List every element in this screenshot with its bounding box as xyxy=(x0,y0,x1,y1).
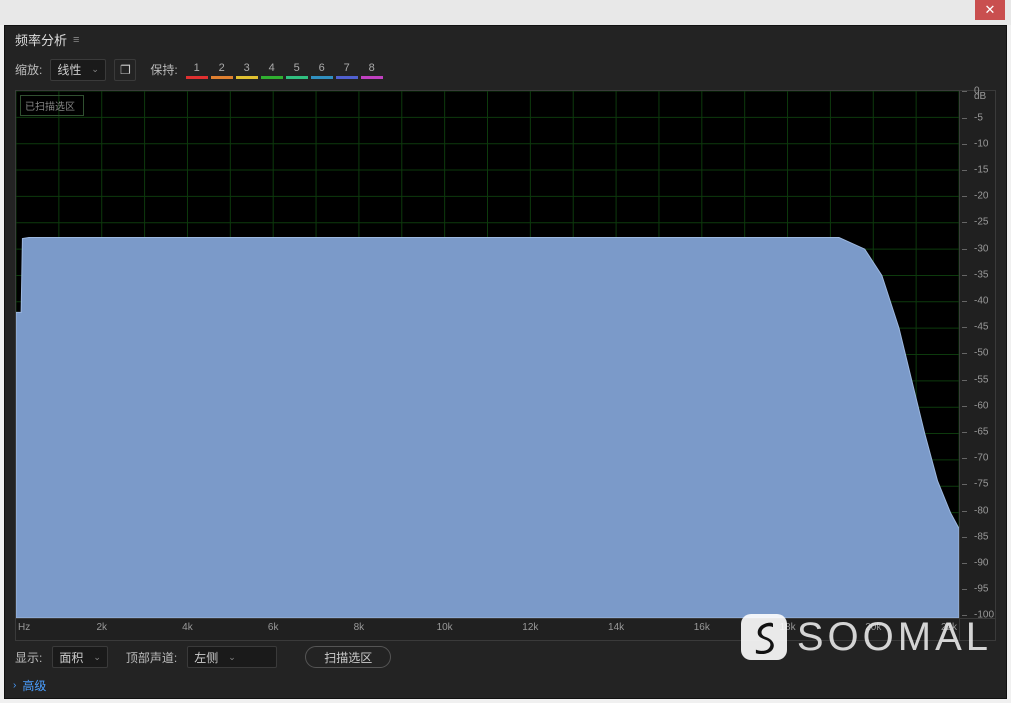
window-close-button[interactable]: ✕ xyxy=(975,0,1005,20)
hold-button-label: 5 xyxy=(294,60,300,76)
chevron-down-icon: ⌄ xyxy=(93,652,101,663)
y-tick-label: -80 xyxy=(974,505,988,516)
channel-label: 顶部声道: xyxy=(126,649,177,666)
y-tick-label: 0 xyxy=(974,86,980,97)
x-tick-label: 16k xyxy=(694,622,710,633)
hold-color-bar xyxy=(261,76,283,79)
hold-color-bar xyxy=(211,76,233,79)
y-tick-label: -25 xyxy=(974,217,988,228)
os-titlebar: ✕ xyxy=(0,0,1011,25)
hold-button-label: 3 xyxy=(244,60,250,76)
y-tick-label: -40 xyxy=(974,296,988,307)
advanced-toggle[interactable]: › 高级 xyxy=(5,673,1006,698)
chevron-right-icon: › xyxy=(13,680,16,691)
advanced-label: 高级 xyxy=(22,677,46,694)
chevron-down-icon: ⌄ xyxy=(228,652,236,663)
hold-button-label: 7 xyxy=(344,60,350,76)
toolbar: 缩放: 线性 ⌄ ❐ 保持: 1 2 3 4 5 6 7 8 xyxy=(5,53,1006,86)
x-axis: Hz 2k 4k 6k 8k 10k 12k 14k 16k 18k 20k 22k xyxy=(16,618,959,640)
hold-button-1[interactable]: 1 xyxy=(186,60,208,79)
panel-title: 频率分析 xyxy=(15,30,67,49)
y-axis: dB 0-5-10-15-20-25-30-35-40-45-50-55-60-… xyxy=(959,91,995,618)
y-tick-label: -75 xyxy=(974,479,988,490)
x-tick-label: 20k xyxy=(865,622,881,633)
hold-button-label: 6 xyxy=(319,60,325,76)
x-tick-label: 4k xyxy=(182,622,193,633)
hold-button-4[interactable]: 4 xyxy=(261,60,283,79)
hold-button-label: 8 xyxy=(369,60,375,76)
hold-button-label: 4 xyxy=(269,60,275,76)
hold-color-bar xyxy=(361,76,383,79)
plot-legend: 已扫描选区 xyxy=(20,95,84,116)
x-tick-label: 10k xyxy=(437,622,453,633)
frequency-analysis-panel: 频率分析 ≡ 缩放: 线性 ⌄ ❐ 保持: 12345678 已扫描选区 dB … xyxy=(4,25,1007,699)
hold-color-bar xyxy=(286,76,308,79)
hold-color-bar xyxy=(186,76,208,79)
y-tick-label: -50 xyxy=(974,348,988,359)
x-tick-label: 6k xyxy=(268,622,279,633)
display-label: 显示: xyxy=(15,649,42,666)
bottom-controls: 显示: 面积 ⌄ 顶部声道: 左侧 ⌄ 扫描选区 xyxy=(5,641,1006,672)
close-icon: ✕ xyxy=(985,2,996,18)
legend-label: 已扫描选区 xyxy=(25,102,75,113)
display-dropdown[interactable]: 面积 ⌄ xyxy=(52,646,108,668)
y-tick-label: -20 xyxy=(974,191,988,202)
scan-selection-button[interactable]: 扫描选区 xyxy=(305,646,391,668)
x-tick-label: 8k xyxy=(354,622,365,633)
plot-svg xyxy=(16,91,959,618)
y-tick-label: -100 xyxy=(974,610,994,621)
popout-button[interactable]: ❐ xyxy=(114,59,136,81)
y-tick-label: -10 xyxy=(974,138,988,149)
hold-button-label: 1 xyxy=(194,60,200,76)
hold-button-3[interactable]: 3 xyxy=(236,60,258,79)
frequency-plot[interactable]: 已扫描选区 xyxy=(16,91,959,618)
hold-button-label: 2 xyxy=(219,60,225,76)
y-tick-label: -60 xyxy=(974,400,988,411)
display-value: 面积 xyxy=(59,649,83,666)
hold-button-8[interactable]: 8 xyxy=(361,60,383,79)
zoom-value: 线性 xyxy=(57,61,81,78)
hold-color-bar xyxy=(236,76,258,79)
chart-container: 已扫描选区 dB 0-5-10-15-20-25-30-35-40-45-50-… xyxy=(15,90,996,641)
x-tick-label: 18k xyxy=(779,622,795,633)
channel-value: 左侧 xyxy=(194,649,218,666)
scan-button-label: 扫描选区 xyxy=(324,649,372,666)
x-tick-label: Hz xyxy=(18,622,30,633)
hold-color-bar xyxy=(336,76,358,79)
x-tick-label: 2k xyxy=(96,622,107,633)
zoom-label: 缩放: xyxy=(15,61,42,78)
popout-icon: ❐ xyxy=(120,63,131,77)
y-tick-label: -95 xyxy=(974,584,988,595)
y-tick-label: -90 xyxy=(974,558,988,569)
y-tick-label: -15 xyxy=(974,165,988,176)
hold-button-7[interactable]: 7 xyxy=(336,60,358,79)
y-tick-label: -30 xyxy=(974,243,988,254)
hold-label: 保持: xyxy=(150,61,177,78)
chevron-down-icon: ⌄ xyxy=(91,64,99,75)
hold-color-bar xyxy=(311,76,333,79)
panel-menu-icon[interactable]: ≡ xyxy=(73,34,79,46)
y-tick-label: -35 xyxy=(974,269,988,280)
hold-button-2[interactable]: 2 xyxy=(211,60,233,79)
hold-button-5[interactable]: 5 xyxy=(286,60,308,79)
y-tick-label: -5 xyxy=(974,112,983,123)
y-tick-label: -55 xyxy=(974,374,988,385)
hold-buttons-row: 1 2 3 4 5 6 7 8 xyxy=(186,60,383,79)
zoom-dropdown[interactable]: 线性 ⌄ xyxy=(50,59,106,81)
hold-button-6[interactable]: 6 xyxy=(311,60,333,79)
x-tick-label: 22k xyxy=(941,622,957,633)
y-tick-label: -45 xyxy=(974,322,988,333)
x-tick-label: 12k xyxy=(522,622,538,633)
y-tick-label: -85 xyxy=(974,531,988,542)
channel-dropdown[interactable]: 左侧 ⌄ xyxy=(187,646,277,668)
y-tick-label: -70 xyxy=(974,453,988,464)
panel-header: 频率分析 ≡ xyxy=(5,26,1006,53)
y-tick-label: -65 xyxy=(974,427,988,438)
x-tick-label: 14k xyxy=(608,622,624,633)
